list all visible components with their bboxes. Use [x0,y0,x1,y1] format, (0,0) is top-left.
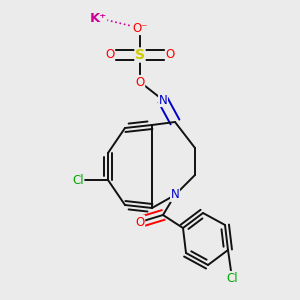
Text: O⁻: O⁻ [132,22,148,34]
Text: O: O [135,76,145,88]
Text: O: O [135,215,145,229]
Text: N: N [159,94,167,106]
Text: Cl: Cl [72,173,84,187]
Text: N: N [171,188,179,202]
Text: O: O [105,49,115,62]
Text: O: O [165,49,175,62]
Text: S: S [135,48,145,62]
Text: K⁺: K⁺ [89,11,106,25]
Text: Cl: Cl [226,272,238,284]
